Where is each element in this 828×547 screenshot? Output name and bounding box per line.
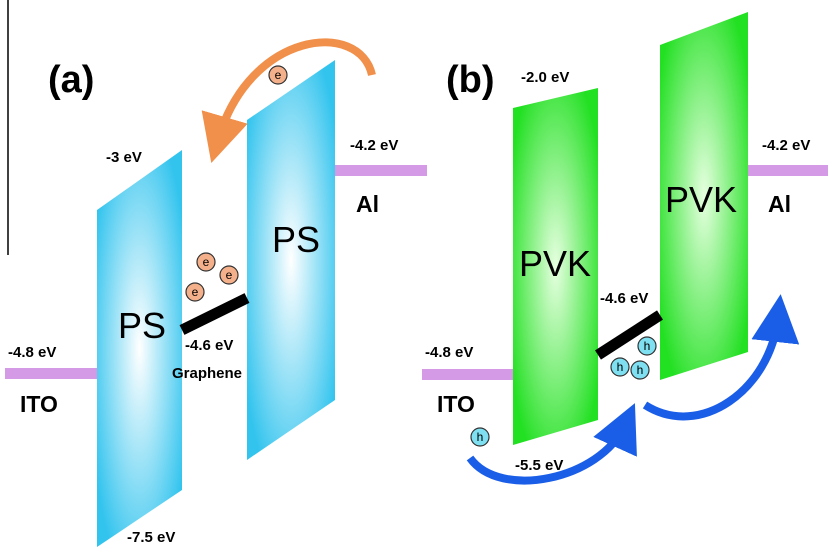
layer-name: PVK bbox=[519, 243, 591, 284]
electrode-name: ITO bbox=[20, 391, 58, 417]
graphene bbox=[182, 298, 247, 330]
level-label: -4.8 eV bbox=[425, 344, 473, 361]
layer-name: PS bbox=[272, 219, 320, 260]
al-electrode bbox=[748, 165, 828, 176]
level-label: -3 eV bbox=[106, 149, 142, 166]
ito-electrode bbox=[5, 368, 97, 379]
level-label: -7.5 eV bbox=[127, 529, 175, 546]
layer-name: PS bbox=[118, 305, 166, 346]
level-label: -4.6 eV bbox=[185, 337, 233, 354]
carrier-label: h bbox=[477, 430, 484, 444]
level-label: -5.5 eV bbox=[515, 457, 563, 474]
electrode-name: Al bbox=[768, 191, 791, 217]
level-label: -4.8 eV bbox=[8, 344, 56, 361]
panel-label: (b) bbox=[446, 59, 495, 101]
carrier-label: e bbox=[275, 68, 282, 82]
al-electrode bbox=[335, 165, 427, 176]
carrier-label: h bbox=[637, 363, 644, 377]
carrier-label: e bbox=[226, 268, 233, 282]
level-label: -4.6 eV bbox=[600, 290, 648, 307]
diagram: (a) -3 eV -7.5 eV PS PS -4.2 eV Al -4.8 … bbox=[0, 0, 828, 547]
panel-label: (a) bbox=[48, 59, 94, 101]
ps-layer bbox=[247, 60, 335, 460]
level-label: -4.2 eV bbox=[350, 137, 398, 154]
carrier-label: h bbox=[644, 339, 651, 353]
layer-name: PVK bbox=[665, 179, 737, 220]
ps-layer bbox=[97, 150, 182, 547]
carrier-label: e bbox=[203, 255, 210, 269]
carrier-label: e bbox=[192, 285, 199, 299]
carrier-label: h bbox=[617, 360, 624, 374]
ito-electrode bbox=[422, 369, 513, 380]
electrode-name: ITO bbox=[437, 391, 475, 417]
level-label: -4.2 eV bbox=[762, 137, 810, 154]
interlayer-name: Graphene bbox=[172, 365, 242, 382]
page: (a) -3 eV -7.5 eV PS PS -4.2 eV Al -4.8 … bbox=[0, 0, 828, 547]
electrode-name: Al bbox=[356, 191, 379, 217]
level-label: -2.0 eV bbox=[521, 69, 569, 86]
